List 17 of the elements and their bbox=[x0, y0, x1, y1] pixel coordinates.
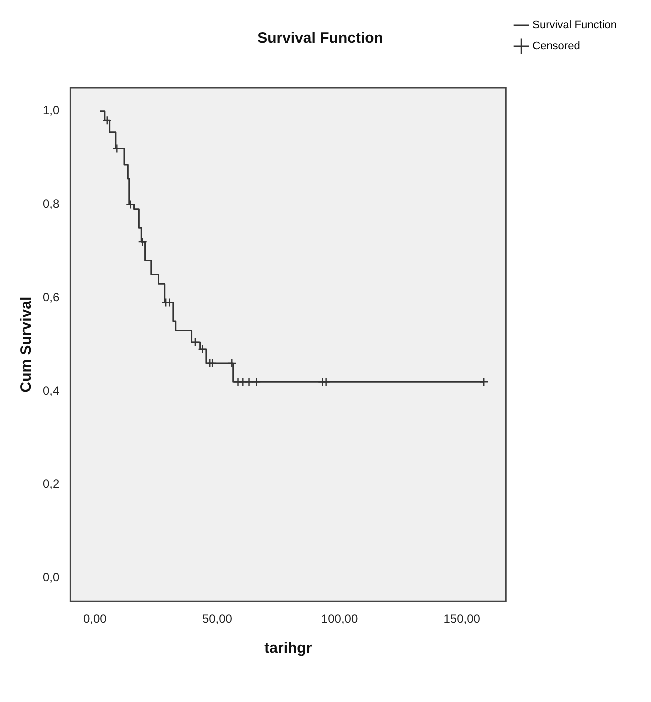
y-tick-label: 1,0 bbox=[42, 104, 60, 118]
x-tick-label: 150,00 bbox=[444, 612, 481, 626]
legend-label: Censored bbox=[532, 40, 580, 53]
y-axis-title: Cum Survival bbox=[18, 296, 36, 393]
point bbox=[102, 116, 112, 126]
y-tick-label: 0,6 bbox=[42, 290, 60, 304]
y-tick-label: 0,2 bbox=[42, 477, 60, 492]
x-tick-label: 100,00 bbox=[321, 612, 358, 626]
legend-label: Survival Function bbox=[532, 20, 618, 32]
y-tick-label: 0,0 bbox=[42, 570, 60, 585]
x-tick-label: 0,00 bbox=[83, 612, 108, 626]
y-tick-label: 0,4 bbox=[42, 384, 60, 398]
y-tick-label: 0,8 bbox=[42, 197, 60, 212]
x-axis-title: tarihgr bbox=[264, 640, 312, 658]
point bbox=[138, 237, 148, 247]
chart-title: Survival Function bbox=[258, 30, 384, 48]
x-tick-label: 50,00 bbox=[202, 612, 233, 626]
